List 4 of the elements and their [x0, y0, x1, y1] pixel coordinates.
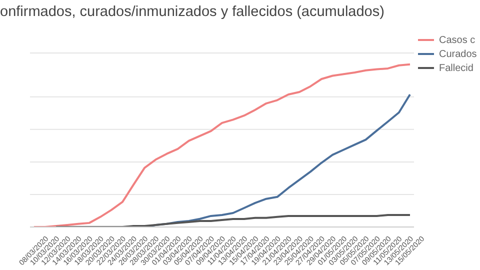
- chart-title: onfirmados, curados/inmunizados y fallecidos (acumulados): [0, 4, 384, 20]
- legend-label: Fallecid: [439, 62, 474, 74]
- legend-label: Curados: [439, 48, 477, 60]
- legend-label: Casos c: [439, 34, 476, 46]
